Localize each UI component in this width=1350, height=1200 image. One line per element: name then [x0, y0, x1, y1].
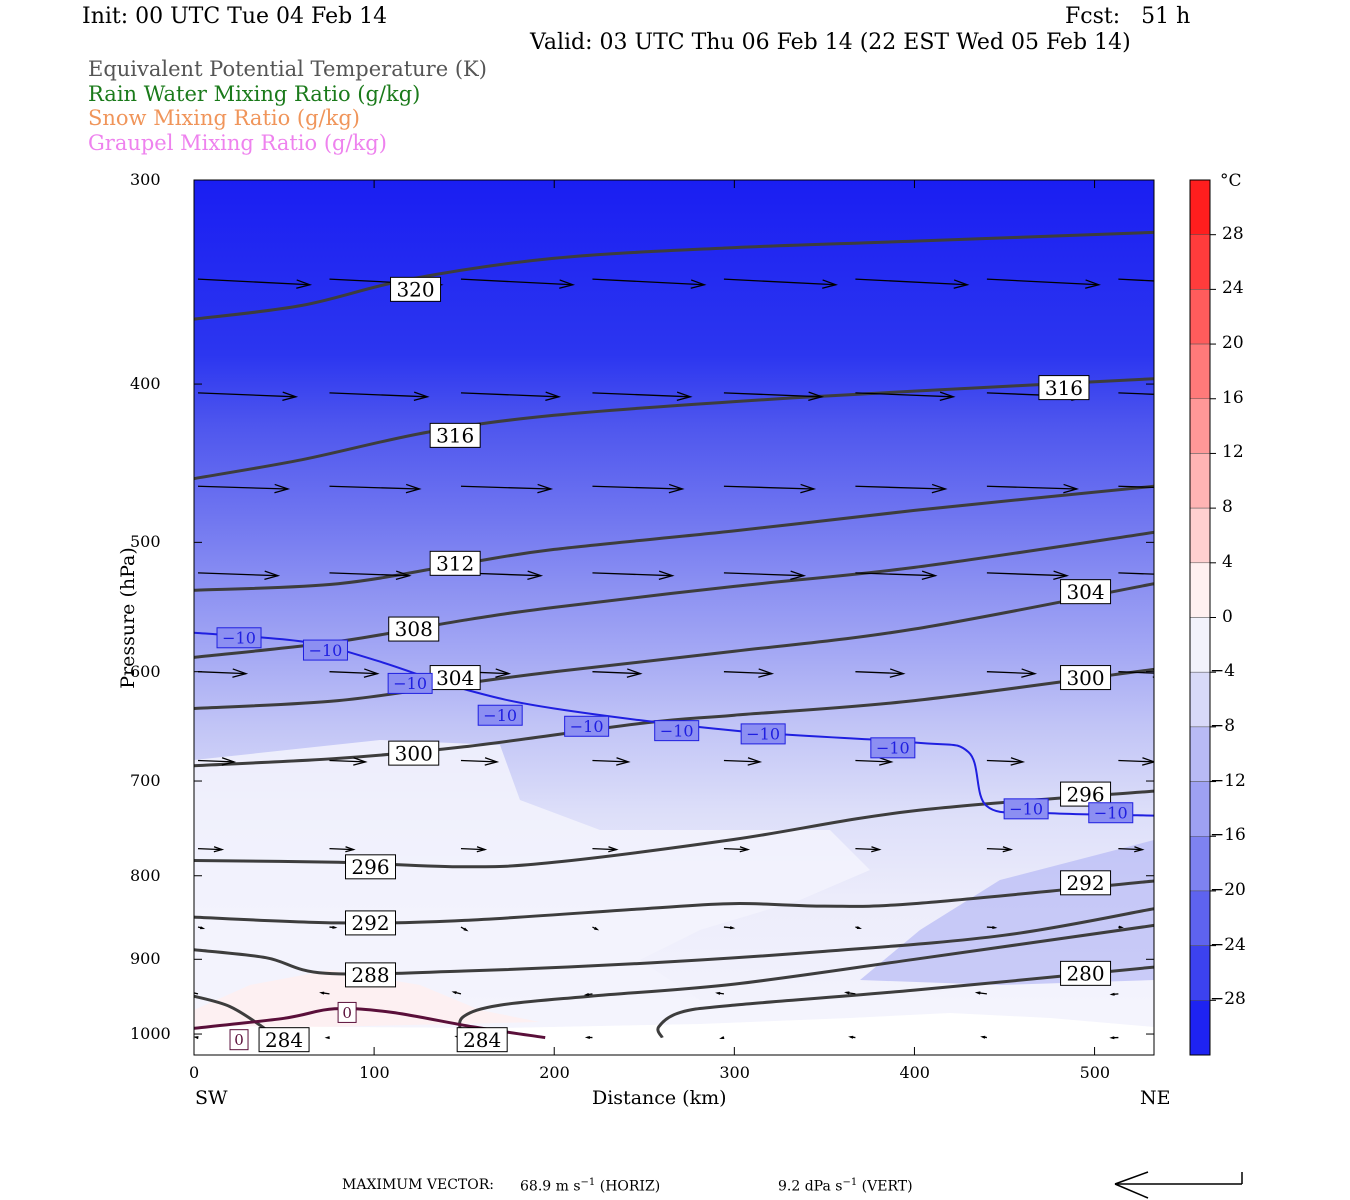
y-tick-label: 1000 [130, 1024, 171, 1043]
colorbar-tick-label: 28 [1222, 224, 1244, 244]
colorbar-tick-label: 0 [1222, 607, 1233, 627]
theta-e-label-312: 312 [436, 552, 474, 576]
max-vector-arrow [1115, 1172, 1242, 1198]
y-tick-label: 300 [130, 170, 161, 189]
theta-e-label-316: 316 [436, 424, 474, 448]
y-tick-label: 400 [130, 374, 161, 393]
colorbar-swatch [1190, 1000, 1210, 1055]
colorbar-swatch [1190, 618, 1210, 673]
colorbar-swatch [1190, 836, 1210, 891]
sw-endpoint: SW [195, 1087, 228, 1109]
isotherm-label: −10 [483, 706, 517, 725]
y-axis-label: Pressure (hPa) [117, 547, 139, 689]
isotherm-label: −10 [570, 717, 604, 736]
colorbar-tick-label: −28 [1210, 989, 1246, 1009]
theta-e-label-292: 292 [351, 911, 389, 935]
colorbar-tick-label: −8 [1210, 716, 1235, 736]
colorbar-swatch [1190, 235, 1210, 290]
colorbar-swatch [1190, 289, 1210, 344]
colorbar-swatch [1190, 672, 1210, 727]
x-tick-label: 300 [719, 1063, 750, 1082]
cross-section-plot: 3203163163123083043043003002962962922922… [0, 0, 1350, 1200]
isotherm-label: −10 [309, 641, 343, 660]
colorbar-tick-label: 20 [1222, 333, 1244, 353]
theta-e-label-320: 320 [396, 278, 434, 302]
theta-e-label-304: 304 [1066, 580, 1104, 604]
colorbar-swatch [1190, 344, 1210, 399]
theta-e-label-304: 304 [436, 666, 474, 690]
colorbar-swatch [1190, 946, 1210, 1001]
isotherm-label: −10 [1094, 803, 1128, 822]
x-tick-label: 400 [899, 1063, 930, 1082]
theta-e-label-300: 300 [395, 741, 433, 765]
colorbar-swatch [1190, 453, 1210, 508]
colorbar-tick-label: 4 [1222, 552, 1233, 572]
theta-e-label-284: 284 [265, 1028, 303, 1052]
max-vector-vertical: 9.2 dPa s−1 (VERT) [778, 1177, 913, 1195]
y-tick-label: 800 [130, 866, 161, 885]
wind-vector-head [1153, 669, 1167, 677]
isotherm-label: −10 [746, 725, 780, 744]
colorbar-tick-label: −24 [1210, 935, 1246, 955]
colorbar-tick-label: −16 [1210, 825, 1246, 845]
theta-e-label-296: 296 [351, 855, 389, 879]
max-vector-horizontal: 68.9 m s−1 (HORIZ) [520, 1177, 660, 1195]
isotherm-label: −10 [222, 629, 256, 648]
rain-water-label: 0 [234, 1031, 244, 1049]
x-tick-label: 200 [539, 1063, 570, 1082]
rain-water-label: 0 [342, 1004, 352, 1022]
theta-e-label-300: 300 [1066, 666, 1104, 690]
colorbar-swatch [1190, 180, 1210, 235]
colorbar-tick-label: 24 [1222, 278, 1244, 298]
x-axis-label: Distance (km) [592, 1087, 727, 1109]
isotherm-label: −10 [393, 674, 427, 693]
colorbar-tick-label: −20 [1210, 880, 1246, 900]
x-tick-label: 100 [359, 1063, 390, 1082]
isotherm-label: −10 [660, 721, 694, 740]
colorbar-tick-label: 16 [1222, 388, 1244, 408]
theta-e-label-308: 308 [395, 617, 433, 641]
theta-e-label-284: 284 [463, 1028, 501, 1052]
isotherm-label: −10 [876, 739, 910, 758]
colorbar-swatch [1190, 727, 1210, 782]
y-tick-label: 700 [130, 771, 161, 790]
colorbar-tick-label: −12 [1210, 771, 1246, 791]
colorbar-swatch [1190, 782, 1210, 837]
colorbar-swatch [1190, 891, 1210, 946]
wind-vector-head [184, 990, 189, 993]
theta-e-label-280: 280 [1066, 962, 1104, 986]
theta-e-label-316: 316 [1045, 376, 1083, 400]
colorbar-tick-label: 8 [1222, 497, 1233, 517]
colorbar-unit: °C [1220, 171, 1242, 191]
colorbar-tick-label: −4 [1210, 661, 1235, 681]
theta-e-label-288: 288 [351, 963, 389, 987]
y-tick-label: 900 [130, 949, 161, 968]
ne-endpoint: NE [1140, 1087, 1171, 1109]
x-tick-label: 0 [189, 1063, 199, 1082]
colorbar-tick-label: 12 [1222, 442, 1244, 462]
theta-e-label-292: 292 [1066, 871, 1104, 895]
max-vector-label: MAXIMUM VECTOR: [342, 1177, 494, 1193]
colorbar-swatch [1190, 399, 1210, 454]
colorbar-swatch [1190, 563, 1210, 618]
colorbar-swatch [1190, 508, 1210, 563]
x-tick-label: 500 [1080, 1063, 1111, 1082]
isotherm-label: −10 [1009, 800, 1043, 819]
